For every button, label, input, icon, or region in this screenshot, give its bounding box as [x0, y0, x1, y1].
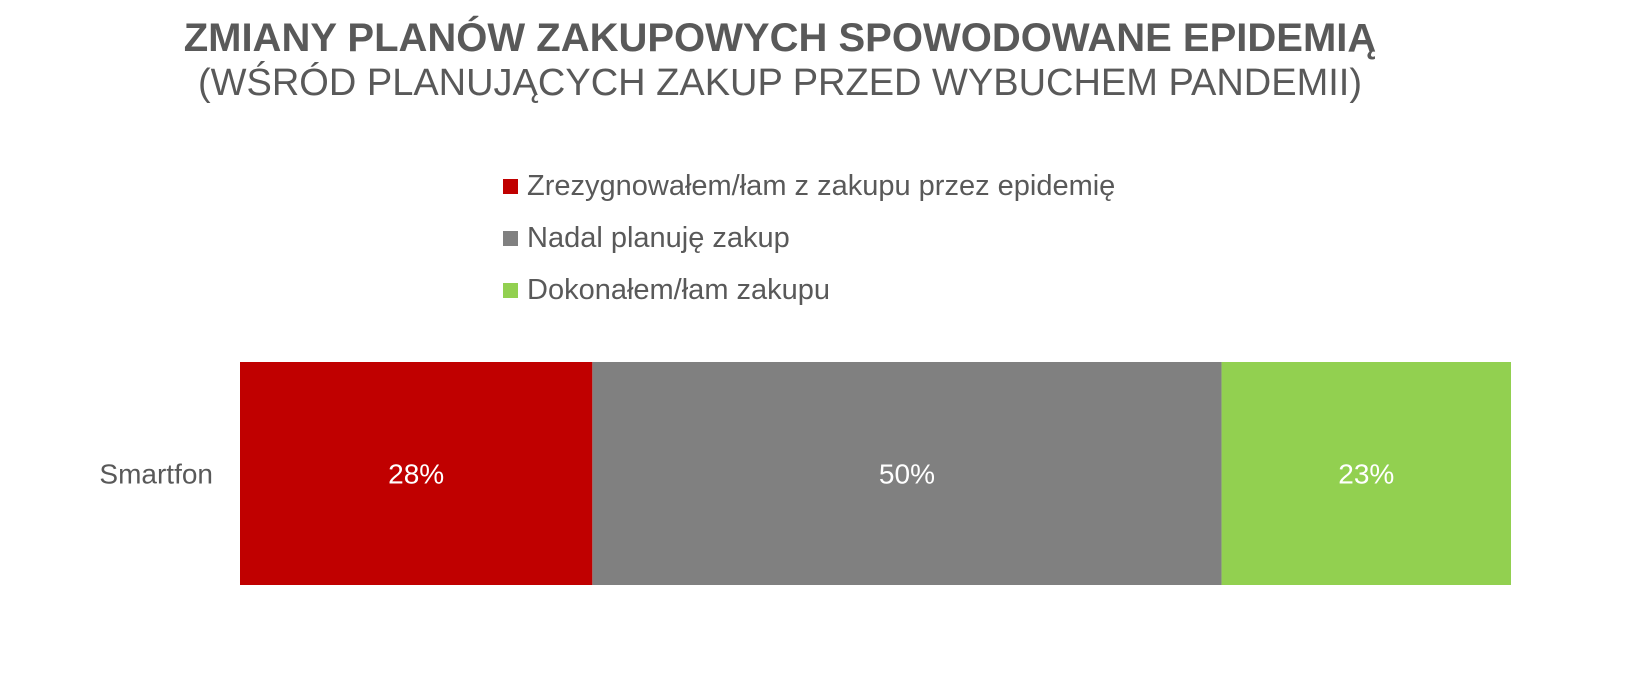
legend-label: Dokonałem/łam zakupu [527, 273, 831, 306]
legend-swatch [503, 178, 518, 194]
bar-segment [592, 362, 1222, 585]
chart-title: ZMIANY PLANÓW ZAKUPOWYCH SPOWODOWANE EPI… [183, 16, 1377, 60]
legend-item: Dokonałem/łam zakupu [503, 264, 1115, 316]
legend-item: Zrezygnowałem/łam z zakupu przez epidemi… [503, 160, 1115, 212]
legend: Zrezygnowałem/łam z zakupu przez epidemi… [503, 160, 1115, 316]
bar-segment [240, 362, 593, 585]
legend-swatch [503, 282, 518, 298]
data-label: 28% [388, 459, 444, 490]
data-label: 23% [1338, 459, 1394, 490]
legend-label: Nadal planuję zakup [527, 221, 790, 254]
data-label: 50% [879, 459, 935, 490]
legend-label: Zrezygnowałem/łam z zakupu przez epidemi… [527, 169, 1116, 202]
category-label: Smartfon [99, 459, 213, 490]
chart-subtitle: (WŚRÓD PLANUJĄCYCH ZAKUP PRZED WYBUCHEM … [197, 62, 1363, 104]
legend-swatch [503, 230, 518, 246]
bar-segment [1221, 362, 1511, 585]
legend-item: Nadal planuję zakup [503, 212, 1115, 264]
